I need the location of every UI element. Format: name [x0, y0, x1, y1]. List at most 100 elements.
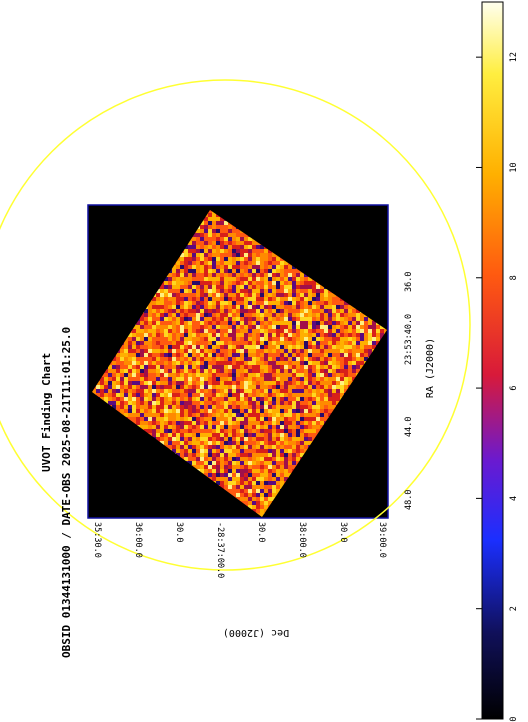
footprint-pixel: [260, 397, 264, 401]
footprint-pixel: [196, 357, 200, 361]
footprint-pixel: [116, 357, 120, 361]
footprint-pixel: [152, 301, 156, 305]
footprint-pixel: [240, 237, 244, 241]
footprint-pixel: [108, 377, 112, 381]
footprint-pixel: [184, 301, 188, 305]
footprint-pixel: [136, 329, 140, 333]
footprint-pixel: [136, 413, 140, 417]
footprint-pixel: [196, 457, 200, 461]
footprint-pixel: [304, 401, 308, 405]
footprint-pixel: [244, 329, 248, 333]
footprint-pixel: [272, 253, 276, 257]
footprint-pixel: [272, 321, 276, 325]
footprint-pixel: [228, 353, 232, 357]
footprint-pixel: [328, 365, 332, 369]
footprint-pixel: [292, 405, 296, 409]
footprint-pixel: [324, 313, 328, 317]
footprint-pixel: [324, 317, 328, 321]
footprint-pixel: [260, 273, 264, 277]
footprint-pixel: [168, 373, 172, 377]
footprint-pixel: [312, 365, 316, 369]
footprint-pixel: [292, 457, 296, 461]
footprint-pixel: [204, 397, 208, 401]
footprint-pixel: [96, 381, 100, 385]
footprint-pixel: [216, 425, 220, 429]
footprint-pixel: [168, 397, 172, 401]
footprint-pixel: [292, 429, 296, 433]
footprint-pixel: [236, 281, 240, 285]
footprint-pixel: [260, 245, 264, 249]
footprint-pixel: [272, 261, 276, 265]
footprint-pixel: [152, 401, 156, 405]
footprint-pixel: [176, 341, 180, 345]
footprint-pixel: [364, 321, 368, 325]
footprint-pixel: [216, 309, 220, 313]
footprint-pixel: [292, 365, 296, 369]
footprint-pixel: [220, 465, 224, 469]
footprint-pixel: [208, 213, 212, 217]
footprint-pixel: [188, 373, 192, 377]
footprint-pixel: [184, 405, 188, 409]
footprint-pixel: [356, 349, 360, 353]
footprint-pixel: [188, 409, 192, 413]
footprint-pixel: [188, 449, 192, 453]
footprint-pixel: [192, 429, 196, 433]
footprint-pixel: [204, 289, 208, 293]
footprint-pixel: [316, 353, 320, 357]
footprint-pixel: [216, 289, 220, 293]
footprint-pixel: [328, 353, 332, 357]
footprint-pixel: [264, 361, 268, 365]
footprint-pixel: [184, 417, 188, 421]
footprint-pixel: [300, 413, 304, 417]
footprint-pixel: [312, 325, 316, 329]
footprint-pixel: [340, 305, 344, 309]
footprint-pixel: [244, 365, 248, 369]
footprint-pixel: [348, 337, 352, 341]
footprint-pixel: [280, 393, 284, 397]
footprint-pixel: [328, 381, 332, 385]
footprint-pixel: [276, 377, 280, 381]
footprint-pixel: [220, 397, 224, 401]
footprint-pixel: [132, 329, 136, 333]
footprint-pixel: [292, 449, 296, 453]
footprint-pixel: [232, 385, 236, 389]
footprint-pixel: [184, 373, 188, 377]
footprint-pixel: [132, 365, 136, 369]
footprint-pixel: [332, 357, 336, 361]
footprint-pixel: [328, 373, 332, 377]
footprint-pixel: [208, 345, 212, 349]
footprint-pixel: [224, 441, 228, 445]
footprint-pixel: [160, 389, 164, 393]
footprint-pixel: [232, 329, 236, 333]
footprint-pixel: [200, 225, 204, 229]
footprint-pixel: [224, 457, 228, 461]
footprint-pixel: [184, 305, 188, 309]
footprint-pixel: [272, 365, 276, 369]
footprint-pixel: [248, 329, 252, 333]
footprint-pixel: [372, 333, 376, 337]
footprint-pixel: [192, 437, 196, 441]
footprint-pixel: [356, 345, 360, 349]
footprint-pixel: [192, 309, 196, 313]
footprint-pixel: [172, 353, 176, 357]
footprint-pixel: [208, 393, 212, 397]
footprint-pixel: [220, 269, 224, 273]
footprint-pixel: [220, 453, 224, 457]
footprint-pixel: [296, 393, 300, 397]
footprint-pixel: [312, 345, 316, 349]
footprint-pixel: [232, 409, 236, 413]
footprint-pixel: [228, 273, 232, 277]
footprint-pixel: [148, 341, 152, 345]
footprint-pixel: [252, 457, 256, 461]
footprint-pixel: [240, 401, 244, 405]
footprint-pixel: [208, 309, 212, 313]
footprint-pixel: [292, 345, 296, 349]
footprint-pixel: [220, 313, 224, 317]
footprint-pixel: [192, 237, 196, 241]
footprint-pixel: [132, 357, 136, 361]
footprint-pixel: [224, 361, 228, 365]
footprint-pixel: [248, 413, 252, 417]
footprint-pixel: [284, 405, 288, 409]
footprint-pixel: [248, 253, 252, 257]
footprint-pixel: [164, 345, 168, 349]
